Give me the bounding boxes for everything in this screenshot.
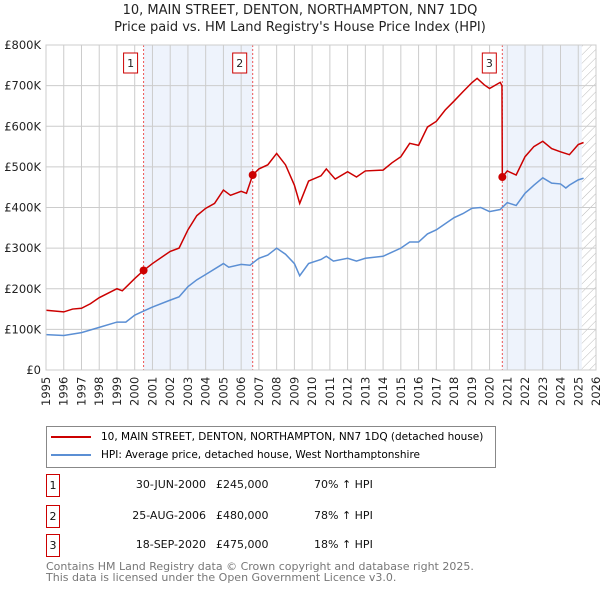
sale-box [481,52,497,74]
sale-price: £245,000 [216,478,269,491]
chart-subtitle: Price paid vs. HM Land Registry's House … [114,20,486,35]
legend: 10, MAIN STREET, DENTON, NORTHAMPTON, NN… [46,426,496,468]
x-tick-label: 2013 [358,377,372,406]
legend-item-property: 10, MAIN STREET, DENTON, NORTHAMPTON, NN… [51,431,483,443]
x-tick-label: 2010 [305,377,319,406]
legend-blue-line [51,454,91,456]
y-tick-label: £100K [4,322,41,336]
x-tick-label: 1999 [110,377,124,406]
x-tick-label: 2006 [234,377,248,406]
x-tick-label: 2014 [376,377,390,406]
x-tick-label: 2018 [447,377,461,406]
sale-box-label: 2 [236,57,243,70]
x-tick-label: 1995 [39,377,53,406]
sale-box-label: 1 [127,57,134,70]
sale-price: £475,000 [216,538,269,551]
sale-point [139,266,148,275]
sale-hpi: 18% ↑ HPI [314,538,373,551]
sale-box [123,52,139,74]
sale-price: £480,000 [216,509,269,522]
y-tick-label: £600K [4,119,41,133]
x-tick-label: 2012 [341,377,355,406]
legend-label: 10, MAIN STREET, DENTON, NORTHAMPTON, NN… [101,431,484,443]
x-tick-label: 2008 [270,377,284,406]
x-tick-label: 2004 [199,377,213,406]
sale-point [248,171,257,179]
x-tick-label: 2002 [163,377,177,406]
x-tick-label: 1998 [92,377,106,406]
sale-marker: 3 [46,534,60,557]
legend-item-hpi: HPI: Average price, detached house, West… [51,449,420,461]
x-tick-label: 2023 [536,377,550,406]
sale-hpi: 78% ↑ HPI [314,509,373,522]
sale-date: 30-JUN-2000 [135,478,206,491]
x-tick-label: 2015 [394,377,408,406]
y-tick-label: £200K [4,282,41,296]
x-tick-label: 2021 [500,377,514,406]
x-tick-label: 1996 [57,377,71,406]
x-tick-label: 2017 [429,377,443,406]
x-tick-label: 2009 [287,377,301,406]
x-tick-label: 1997 [74,377,88,406]
sale-marker: 2 [46,505,60,528]
x-tick-label: 2019 [465,377,479,406]
y-tick-label: £500K [4,160,41,174]
sale-row: 2 25-AUG-2006 £480,000 78% ↑ HPI [46,505,546,528]
sale-date: 18-SEP-2020 [135,538,206,551]
sale-point [498,173,507,182]
sale-box [232,52,248,74]
y-tick-label: £700K [4,79,41,93]
sale-date: 25-AUG-2006 [132,509,206,522]
sale-marker: 1 [46,474,60,497]
x-tick-label: 2003 [181,377,195,406]
y-tick-label: £0 [26,363,41,377]
y-tick-label: £300K [4,241,41,255]
chart-title: 10, MAIN STREET, DENTON, NORTHAMPTON, NN… [122,3,478,18]
y-tick-label: £800K [4,38,41,52]
x-tick-label: 2026 [589,377,600,406]
x-tick-label: 2000 [128,377,142,406]
chart: 1995 1996 1997 1998 1999 2000 2001 2002 2003 2004… [4,38,600,406]
sale-hpi: 70% ↑ HPI [314,478,373,491]
sale-box-label: 3 [486,57,493,70]
footer-line1: Contains HM Land Registry data © Crown c… [46,560,474,573]
x-tick-label: 2024 [554,377,568,406]
x-tick-label: 2007 [252,377,266,406]
plot-frame [45,44,597,371]
footer-line2: This data is licensed under the Open Gov… [46,571,397,584]
property-line [45,77,584,313]
x-tick-label: 2005 [216,377,230,406]
x-tick-label: 2022 [518,377,532,406]
x-tick-label: 2001 [145,377,159,406]
legend-label: HPI: Average price, detached house, West… [101,449,420,461]
y-tick-label: £400K [4,201,41,215]
x-tick-label: 2011 [323,377,337,406]
sale-row: 3 18-SEP-2020 £475,000 18% ↑ HPI [46,534,546,557]
x-tick-label: 2025 [571,377,585,406]
legend-red-line [51,436,91,438]
hpi-line [45,176,584,337]
sale-row: 1 30-JUN-2000 £245,000 70% ↑ HPI [46,474,546,497]
x-tick-label: 2020 [483,377,497,406]
x-tick-label: 2016 [412,377,426,406]
